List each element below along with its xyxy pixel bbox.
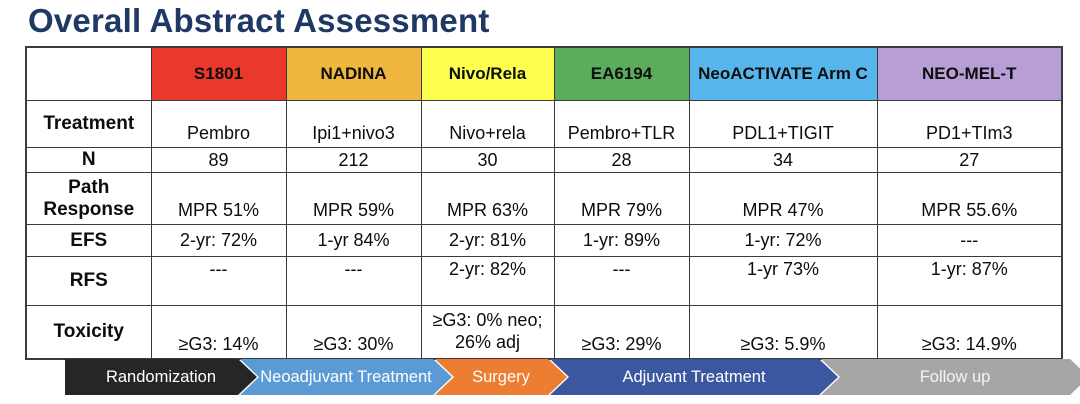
column-header-s1801: S1801 [150,46,287,101]
table-cell: 212 [285,147,422,173]
table-row-toxicity: Toxicity ≥G3: 14% ≥G3: 30% ≥G3: 0% neo; … [25,305,1063,360]
flow-step-adjuvant-treatment: Adjuvant Treatment [550,359,838,395]
table-cell: ≥G3: 5.9% [688,305,878,360]
row-label-path-response: Path Response [25,172,152,225]
table-cell: Ipi1+nivo3 [285,100,422,148]
table-cell: 1-yr: 87% [876,256,1063,306]
table-cell: --- [285,256,422,306]
row-label-rfs: RFS [25,256,152,306]
flow-step-randomization: Randomization [65,359,257,395]
table-cell: 1-yr 73% [688,256,878,306]
table-cell: 28 [553,147,690,173]
table-cell: MPR 51% [150,172,287,225]
column-header-nivo-rela: Nivo/Rela [420,46,555,101]
flow-step-follow-up: Follow up [821,359,1080,395]
column-header-neo-mel-t: NEO-MEL-T [876,46,1063,101]
flow-step-surgery: Surgery [435,359,567,395]
table-cell: 2-yr: 72% [150,224,287,257]
flow-step-label: Neoadjuvant Treatment [260,367,432,386]
flow-step-label: Follow up [919,367,991,386]
table-cell: 1-yr: 72% [688,224,878,257]
corner-cell [25,46,152,101]
table-cell: 89 [150,147,287,173]
row-label-toxicity: Toxicity [25,305,152,360]
page-title: Overall Abstract Assessment [28,2,490,39]
table-cell: Nivo+rela [420,100,555,148]
column-header-neoactivate-arm-c: NeoACTIVATE Arm C [688,46,878,101]
flow-step-label: Randomization [105,367,217,386]
row-label-efs: EFS [25,224,152,257]
table-cell: 1-yr 84% [285,224,422,257]
row-label-treatment: Treatment [25,100,152,148]
table-cell: MPR 59% [285,172,422,225]
flow-step-label: Adjuvant Treatment [622,367,766,386]
table-row-treatment: Treatment Pembro Ipi1+nivo3 Nivo+rela Pe… [25,100,1063,148]
table-cell: PDL1+TIGIT [688,100,878,148]
table-cell: MPR 55.6% [876,172,1063,225]
table-cell: MPR 47% [688,172,878,225]
table-cell: ≥G3: 0% neo; 26% adj [420,305,555,360]
table-cell: ≥G3: 29% [553,305,690,360]
table-row-n: N 89 212 30 28 34 27 [25,147,1063,173]
flow-step-label: Surgery [472,367,530,386]
column-header-nadina: NADINA [285,46,422,101]
table-cell: --- [876,224,1063,257]
table-cell: --- [553,256,690,306]
table-cell: ≥G3: 14% [150,305,287,360]
table-cell: 1-yr: 89% [553,224,690,257]
table-cell: 2-yr: 82% [420,256,555,306]
table-cell: 2-yr: 81% [420,224,555,257]
column-header-ea6194: EA6194 [553,46,690,101]
table-cell: ≥G3: 30% [285,305,422,360]
table-cell: ≥G3: 14.9% [876,305,1063,360]
table-row-path-response: Path Response MPR 51% MPR 59% MPR 63% MP… [25,172,1063,225]
table-row-efs: EFS 2-yr: 72% 1-yr 84% 2-yr: 81% 1-yr: 8… [25,224,1063,257]
table-cell: 30 [420,147,555,173]
row-label-n: N [25,147,152,173]
assessment-table: S1801 NADINA Nivo/Rela EA6194 NeoACTIVAT… [25,46,1063,360]
flow-step-neoadjuvant-treatment: Neoadjuvant Treatment [240,359,452,395]
table-cell: MPR 63% [420,172,555,225]
trial-timeline-flow: Randomization Neoadjuvant Treatment Surg… [65,359,1080,395]
header-row: S1801 NADINA Nivo/Rela EA6194 NeoACTIVAT… [25,46,1063,101]
table-cell: 34 [688,147,878,173]
table-cell: Pembro+TLR [553,100,690,148]
table-cell: 27 [876,147,1063,173]
table-cell: PD1+TIm3 [876,100,1063,148]
table-cell: MPR 79% [553,172,690,225]
table-cell: Pembro [150,100,287,148]
table-cell: --- [150,256,287,306]
table-row-rfs: RFS --- --- 2-yr: 82% --- 1-yr 73% 1-yr:… [25,256,1063,306]
